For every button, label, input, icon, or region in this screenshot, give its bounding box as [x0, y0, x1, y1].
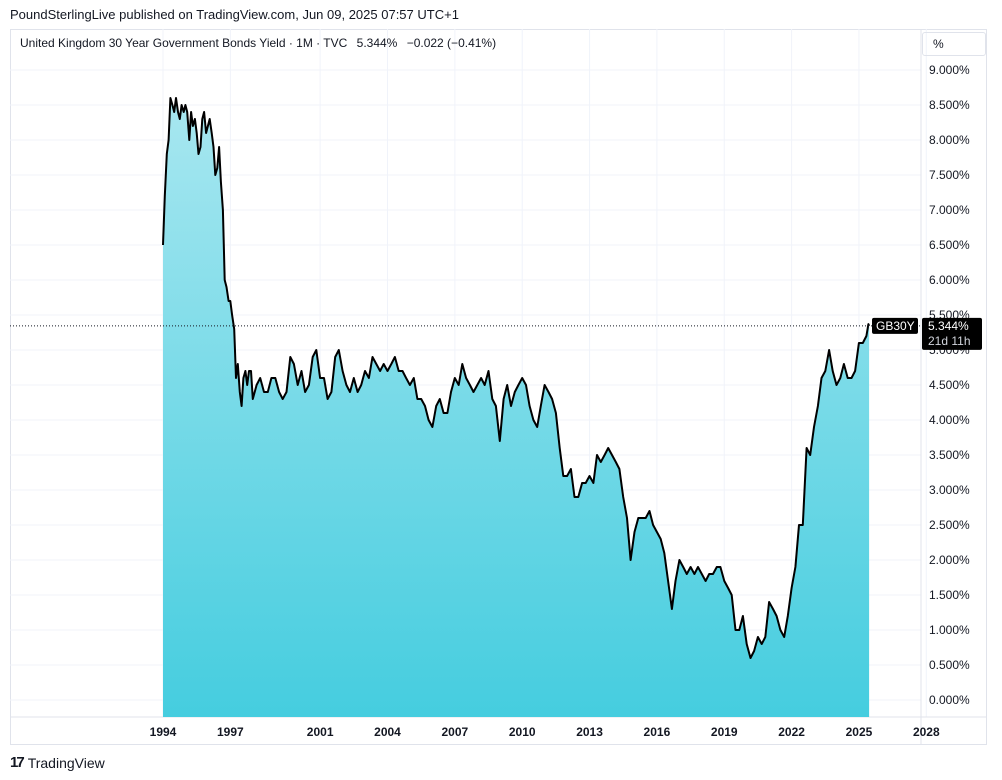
legend-change: −0.022 (−0.41%): [406, 36, 497, 50]
y-tick-label: 2.500%: [929, 518, 970, 532]
x-tick-label: 1994: [150, 725, 177, 739]
time-axis: 1994 1997 2001 2004 2007 2010 2013 2016 2019 2022…: [150, 725, 940, 739]
x-tick-label: 2022: [778, 725, 805, 739]
x-tick-label: 2007: [441, 725, 468, 739]
y-tick-label: 2.000%: [929, 553, 970, 567]
chart-frame: [10, 29, 987, 745]
price-tag-symbol-bg: [872, 317, 918, 334]
x-tick-label: 2004: [374, 725, 401, 739]
footer-brand[interactable]: 17 TradingView: [10, 754, 105, 771]
y-tick-label: 1.500%: [929, 588, 970, 602]
publisher-line: PoundSterlingLive published on TradingVi…: [10, 7, 459, 22]
y-tick-label: 1.000%: [929, 623, 970, 637]
y-tick-label: 3.000%: [929, 483, 970, 497]
x-tick-label: 2025: [846, 725, 873, 739]
y-tick-label: 9.000%: [929, 63, 970, 77]
y-tick-label: 7.500%: [929, 168, 970, 182]
axis-unit-button[interactable]: %: [922, 32, 986, 56]
x-tick-label: 2028: [913, 725, 940, 739]
x-tick-label: 1997: [217, 725, 244, 739]
price-tag: GB30Y 5.344% 21d 11h: [872, 317, 982, 350]
footer-brand-label: TradingView: [27, 754, 105, 771]
y-tick-label: 8.000%: [929, 133, 970, 147]
price-tag-symbol: GB30Y: [876, 319, 915, 333]
price-axis: 0.000% 0.500% 1.000% 1.500% 2.000% 2.500% 3.00…: [929, 63, 970, 707]
legend-title: United Kingdom 30 Year Government Bonds …: [20, 36, 348, 50]
y-tick-label: 4.000%: [929, 413, 970, 427]
x-tick-label: 2010: [509, 725, 536, 739]
tradingview-logo-icon: 17: [10, 754, 25, 771]
legend-last: 5.344%: [356, 36, 398, 50]
y-tick-label: 0.000%: [929, 693, 970, 707]
y-tick-label: 6.000%: [929, 273, 970, 287]
series-line: [162, 97, 871, 659]
y-tick-label: 3.500%: [929, 448, 970, 462]
y-tick-label: 8.500%: [929, 98, 970, 112]
x-tick-label: 2013: [576, 725, 603, 739]
x-tick-label: 2001: [307, 725, 334, 739]
y-tick-label: 0.500%: [929, 658, 970, 672]
chart-legend: United Kingdom 30 Year Government Bonds …: [20, 36, 502, 50]
y-tick-label: 6.500%: [929, 238, 970, 252]
y-tick-label: 7.000%: [929, 203, 970, 217]
price-tag-countdown: 21d 11h: [928, 334, 971, 348]
x-tick-label: 2019: [711, 725, 738, 739]
y-tick-label: 4.500%: [929, 378, 970, 392]
area-fill: [163, 98, 870, 717]
x-tick-label: 2016: [644, 725, 671, 739]
price-tag-value-bg: [922, 317, 982, 350]
price-tag-value: 5.344%: [928, 319, 969, 333]
